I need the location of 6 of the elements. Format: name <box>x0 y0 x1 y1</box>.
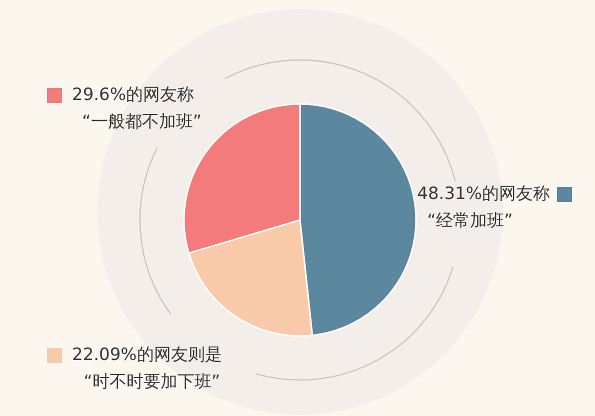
slice-label: “一般都不加班” <box>81 111 202 134</box>
data-label: 48.31%的网友称 <box>417 183 550 206</box>
data-label: 29.6%的网友称 <box>72 84 196 108</box>
slice-label: “时不时要加下班” <box>82 371 222 394</box>
slice-label: “经常加班” <box>426 210 514 234</box>
data-label: 22.09%的网友则是 <box>72 344 222 368</box>
